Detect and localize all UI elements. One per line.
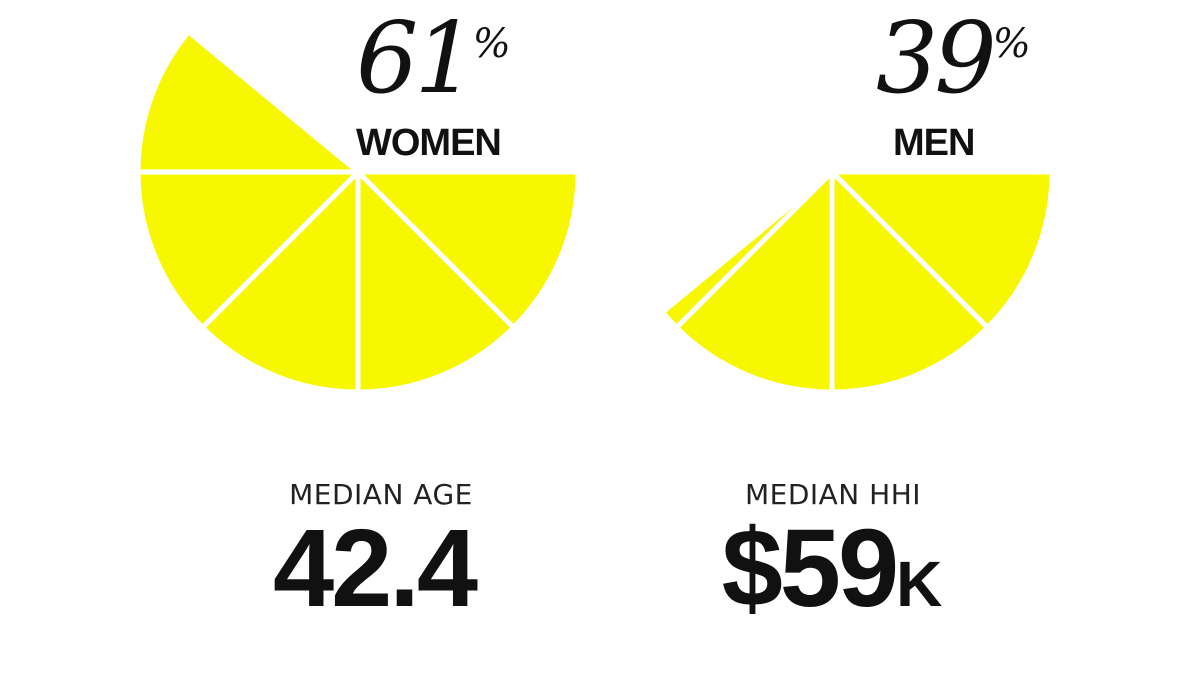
men-wedge-2 — [829, 169, 991, 395]
women-wedge-1 — [355, 169, 581, 331]
median-hhi-suffix: K — [896, 548, 943, 620]
median-age-label: MEDIAN AGE — [289, 478, 473, 511]
men-wedges — [659, 169, 1055, 395]
men-percentage-unit: % — [992, 21, 1031, 67]
men-percentage-value: 39 — [876, 2, 997, 116]
men-wedge-4 — [659, 169, 835, 331]
median-age-value: 42.4 — [154, 508, 594, 629]
women-percentage-unit: % — [472, 21, 511, 67]
men-percentage: 39% — [876, 10, 1031, 108]
women-wedge-2 — [355, 169, 517, 395]
men-wedge-3 — [673, 169, 835, 395]
men-label: MEN — [893, 122, 975, 164]
women-wedge-3 — [199, 169, 361, 395]
median-hhi-value: $59K — [612, 508, 1052, 629]
women-percentage-value: 61 — [356, 2, 477, 116]
women-percentage: 61% — [356, 10, 511, 108]
women-wedges — [135, 29, 581, 395]
women-wedge-5 — [135, 29, 361, 175]
women-label: WOMEN — [356, 122, 502, 164]
women-wedge-4 — [135, 169, 361, 331]
median-hhi-label: MEDIAN HHI — [744, 478, 922, 511]
median-hhi-number: $59 — [721, 507, 900, 630]
men-wedge-1 — [829, 169, 1055, 331]
median-age-number: 42.4 — [272, 507, 478, 630]
